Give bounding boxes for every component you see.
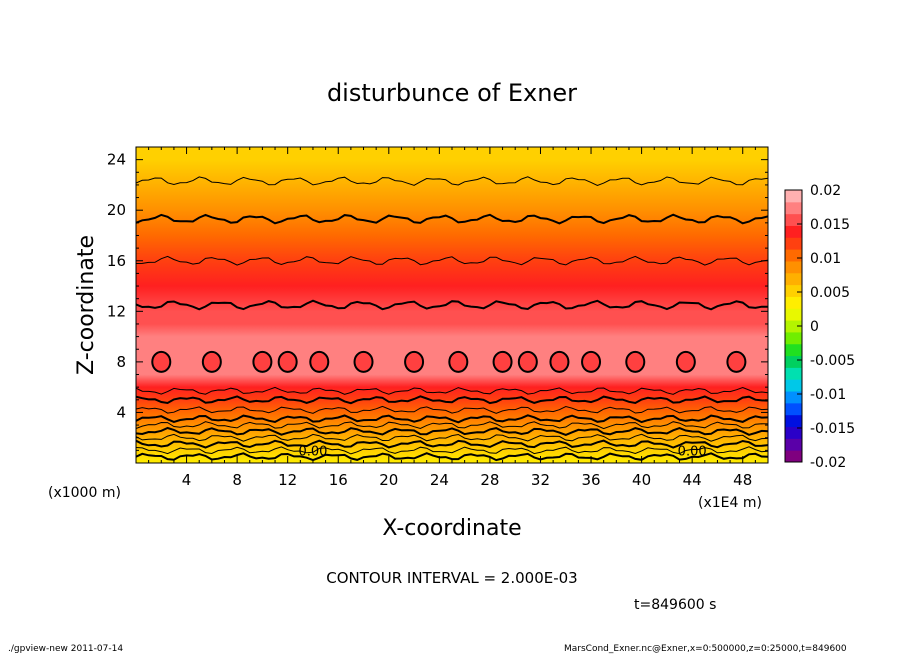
y-tick-label: 4 — [116, 403, 126, 421]
x-tick-label: 28 — [480, 471, 499, 489]
colorbar-swatch — [785, 367, 802, 380]
x-axis-label: X-coordinate — [382, 516, 521, 541]
colorbar-swatch — [785, 343, 802, 357]
colorbar-swatch — [785, 213, 802, 226]
y-tick-label: 20 — [107, 201, 126, 219]
colorbar-tick-label: 0.015 — [810, 217, 850, 233]
colorbar-swatch — [785, 296, 802, 309]
contour-line — [136, 176, 768, 187]
chart-title: disturbunce of Exner — [327, 79, 577, 107]
contour-cell — [353, 350, 374, 373]
contour-line — [136, 439, 768, 449]
contour-line — [136, 395, 768, 405]
contour-cell — [201, 350, 222, 373]
contour-value-label: 0.00 — [298, 444, 327, 459]
contour-cell — [625, 350, 646, 373]
x-axis-ticks: 4 8 12 16 20 24 28 32 36 40 44 48 — [135, 147, 769, 489]
x-tick-label: 44 — [683, 471, 702, 489]
x-axis-unit: (x1E4 m) — [698, 495, 762, 511]
x-tick-label: 48 — [733, 471, 752, 489]
colorbar-swatch — [785, 320, 802, 333]
colorbar-tick-label: -0.015 — [810, 421, 855, 437]
contour-cell — [448, 350, 469, 373]
contour-cell — [675, 350, 696, 373]
colorbar-tick-label: -0.02 — [810, 455, 846, 471]
colorbar-swatch — [785, 237, 802, 250]
colorbar-swatch — [785, 450, 802, 463]
colorbar-swatch — [785, 260, 802, 274]
colorbar-swatch — [785, 308, 802, 321]
colorbar-tick-label: 0.005 — [810, 285, 850, 301]
y-tick-label: 12 — [107, 302, 126, 320]
contour-cell — [726, 350, 747, 373]
contour-line — [136, 299, 768, 311]
contour-cell — [517, 350, 538, 373]
contour-interval-text: CONTOUR INTERVAL = 2.000E-03 — [326, 569, 577, 587]
contour-value-label: 0.00 — [678, 444, 707, 459]
colorbar-tick-label: 0 — [810, 319, 819, 335]
colorbar-tick-label: 0.01 — [810, 251, 841, 267]
contour-line — [136, 446, 768, 455]
contour-line — [136, 452, 768, 462]
contour-line — [136, 433, 768, 442]
contour-cell — [151, 350, 172, 373]
colorbar-swatch — [785, 402, 802, 416]
contour-line — [136, 386, 768, 395]
colorbar-tick-label: -0.005 — [810, 353, 855, 369]
y-tick-label: 16 — [107, 252, 126, 270]
colorbar-swatch — [785, 355, 802, 368]
colorbar-swatch — [785, 190, 802, 203]
footer-right: MarsCond_Exner.nc@Exner,x=0:500000,z=0:2… — [564, 644, 847, 654]
colorbar-ticks: 0.02 0.015 0.01 0.005 0 -0.005 -0.01 -0.015 -0.0… — [797, 183, 855, 471]
y-axis-unit: (x1000 m) — [48, 485, 121, 501]
colorbar-swatch — [785, 379, 802, 392]
x-tick-label: 32 — [531, 471, 550, 489]
colorbar-swatch — [785, 272, 802, 286]
contour-line — [136, 421, 768, 430]
colorbar-swatch — [785, 249, 802, 262]
colorbar-swatch — [785, 426, 802, 439]
colorbar-swatch — [785, 225, 802, 238]
colorbar-swatch — [785, 284, 802, 297]
contour-cell — [492, 350, 513, 373]
contour-line — [136, 213, 768, 225]
contour-cell — [252, 350, 273, 373]
x-tick-label: 4 — [182, 471, 192, 489]
plot-area: 0.00 0.00 — [136, 147, 768, 463]
contour-line — [136, 405, 768, 414]
x-tick-label: 16 — [329, 471, 348, 489]
contour-cell — [309, 350, 330, 373]
contour-cell — [581, 350, 602, 373]
colorbar-tick-label: 0.02 — [810, 183, 841, 199]
contour-line — [136, 414, 768, 424]
contour-line — [136, 255, 768, 266]
x-tick-label: 24 — [430, 471, 449, 489]
y-tick-label: 24 — [107, 151, 126, 169]
contour-line — [136, 426, 768, 436]
x-tick-label: 40 — [632, 471, 651, 489]
contour-lines: 0.00 0.00 — [136, 176, 768, 462]
contour-cell — [404, 350, 425, 373]
colorbar-tick-label: -0.01 — [810, 387, 846, 403]
y-tick-label: 8 — [116, 353, 126, 371]
colorbar-swatch — [785, 391, 802, 404]
x-tick-label: 20 — [379, 471, 398, 489]
contour-cell — [277, 350, 298, 373]
field-background — [136, 147, 768, 463]
footer-left: ./gpview-new 2011-07-14 — [8, 644, 123, 654]
colorbar-swatch — [785, 438, 802, 451]
time-label: t=849600 s — [634, 597, 716, 613]
colorbar-swatch — [785, 414, 802, 428]
contour-cell — [549, 350, 570, 373]
colorbar-swatch — [785, 201, 802, 215]
y-axis-label: Z-coordinate — [74, 235, 99, 375]
y-axis-ticks: 4 8 12 16 20 24 — [107, 146, 768, 464]
colorbar-swatch — [785, 331, 802, 345]
x-tick-label: 12 — [278, 471, 297, 489]
colorbar — [784, 189, 803, 463]
x-tick-label: 36 — [581, 471, 600, 489]
x-tick-label: 8 — [232, 471, 242, 489]
